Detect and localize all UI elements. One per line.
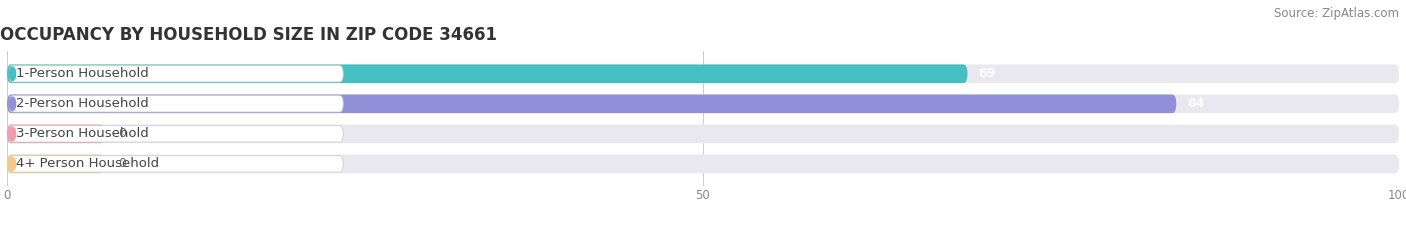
FancyBboxPatch shape: [8, 156, 343, 172]
Text: 84: 84: [1188, 97, 1205, 110]
FancyBboxPatch shape: [7, 95, 1399, 113]
FancyBboxPatch shape: [7, 95, 1177, 113]
Text: 2-Person Household: 2-Person Household: [17, 97, 149, 110]
Circle shape: [10, 157, 15, 171]
Circle shape: [10, 97, 15, 110]
Text: 4+ Person Household: 4+ Person Household: [17, 157, 159, 170]
Text: 69: 69: [979, 67, 995, 80]
Text: 0: 0: [118, 157, 127, 170]
Text: 1-Person Household: 1-Person Household: [17, 67, 149, 80]
Text: OCCUPANCY BY HOUSEHOLD SIZE IN ZIP CODE 34661: OCCUPANCY BY HOUSEHOLD SIZE IN ZIP CODE …: [0, 26, 498, 44]
FancyBboxPatch shape: [7, 65, 1399, 83]
Circle shape: [10, 127, 15, 140]
Text: 0: 0: [118, 127, 127, 140]
FancyBboxPatch shape: [8, 126, 343, 142]
FancyBboxPatch shape: [7, 124, 104, 143]
FancyBboxPatch shape: [8, 66, 343, 82]
Text: 3-Person Household: 3-Person Household: [17, 127, 149, 140]
FancyBboxPatch shape: [8, 96, 343, 112]
FancyBboxPatch shape: [7, 124, 1399, 143]
FancyBboxPatch shape: [7, 154, 1399, 173]
Text: Source: ZipAtlas.com: Source: ZipAtlas.com: [1274, 7, 1399, 20]
FancyBboxPatch shape: [7, 65, 967, 83]
Circle shape: [10, 67, 15, 80]
FancyBboxPatch shape: [7, 154, 104, 173]
